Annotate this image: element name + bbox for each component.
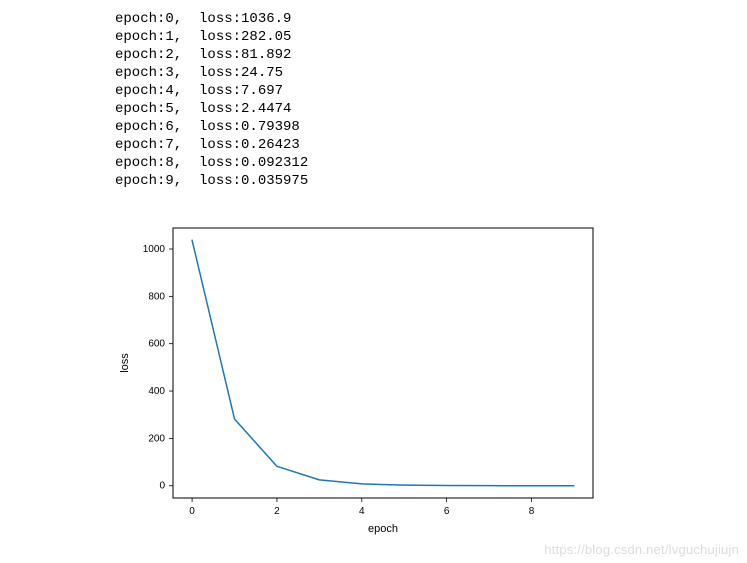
svg-text:200: 200 (148, 433, 165, 444)
page-container: epoch:0, loss:1036.9 epoch:1, loss:282.0… (0, 0, 747, 563)
svg-text:6: 6 (444, 506, 450, 517)
svg-text:4: 4 (359, 506, 365, 517)
watermark-text: https://blog.csdn.net/lvguchujiujn (544, 542, 739, 557)
svg-text:epoch: epoch (368, 523, 398, 535)
svg-text:0: 0 (159, 481, 165, 492)
loss-chart: 0 2 4 6 8 0 200 400 600 800 1000 epoch loss (110, 218, 606, 541)
svg-text:800: 800 (148, 291, 165, 302)
svg-text:loss: loss (119, 353, 131, 373)
svg-text:8: 8 (529, 506, 535, 517)
training-log: epoch:0, loss:1036.9 epoch:1, loss:282.0… (115, 10, 308, 190)
svg-text:1000: 1000 (143, 244, 166, 255)
svg-text:0: 0 (189, 506, 195, 517)
svg-text:2: 2 (274, 506, 280, 517)
svg-text:400: 400 (148, 386, 165, 397)
svg-text:600: 600 (148, 339, 165, 350)
loss-chart-svg: 0 2 4 6 8 0 200 400 600 800 1000 epoch loss (110, 218, 606, 536)
